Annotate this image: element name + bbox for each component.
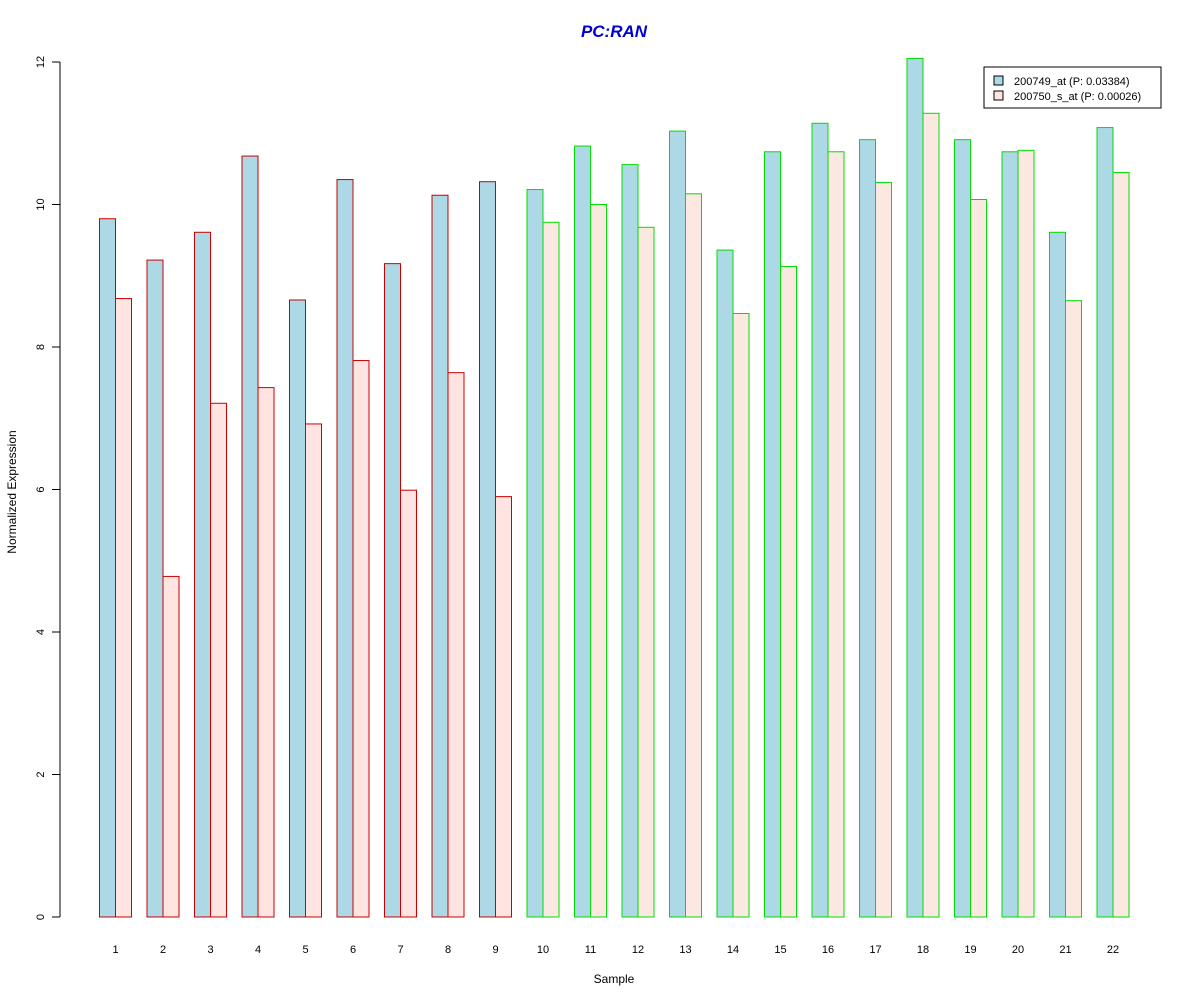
x-tick-label: 3 <box>207 944 213 956</box>
bar-200749-at <box>194 231 211 918</box>
bar-200749-at <box>574 145 591 918</box>
bar-200749-at <box>1049 231 1066 918</box>
bar-200750-s-at <box>542 221 560 918</box>
bar-200750-s-at <box>827 151 845 918</box>
bar-200749-at <box>336 179 354 918</box>
x-tick-label: 6 <box>350 944 356 956</box>
bar-200749-at <box>764 151 781 918</box>
bar-200750-s-at <box>305 423 322 918</box>
bar-200750-s-at <box>590 204 607 918</box>
legend-swatch-200749-at <box>993 75 1004 86</box>
bar-200750-s-at <box>352 360 370 918</box>
bars-group <box>99 57 1130 918</box>
x-tick-label: 7 <box>397 944 403 956</box>
x-tick-label: 12 <box>632 944 644 956</box>
bar-200750-s-at <box>257 387 275 918</box>
y-tick-label: 0 <box>35 914 47 920</box>
x-tick-label: 10 <box>537 944 549 956</box>
bar-200750-s-at <box>1065 300 1082 918</box>
y-tick-label: 12 <box>35 56 47 68</box>
bar-200750-s-at <box>115 298 132 918</box>
bar-200749-at <box>811 122 829 918</box>
bar-200749-at <box>146 259 164 918</box>
x-tick-label: 2 <box>160 944 166 956</box>
y-tick-label: 8 <box>35 344 47 350</box>
bar-200750-s-at <box>1017 149 1035 918</box>
x-axis-tick-labels: 1 2 3 4 5 6 7 8 9 10 11 12 13 14 15 16 17 18 19 20 21 22 <box>112 944 1119 956</box>
bar-200749-at <box>621 164 639 918</box>
bar-200749-at <box>479 181 496 918</box>
chart-title: PC:RAN <box>581 22 648 41</box>
bar-200750-s-at <box>495 496 512 918</box>
x-tick-label: 22 <box>1107 944 1119 956</box>
x-tick-label: 11 <box>585 944 596 956</box>
x-tick-label: 20 <box>1012 944 1024 956</box>
bar-200750-s-at <box>732 313 750 918</box>
x-tick-label: 1 <box>112 944 118 956</box>
bar-200750-s-at <box>780 265 797 918</box>
legend: 200749_at (P: 0.03384) 200750_s_at (P: 0.… <box>983 66 1162 109</box>
y-tick-label: 10 <box>35 198 47 210</box>
bar-200749-at <box>716 249 734 918</box>
bar-200749-at <box>289 299 306 918</box>
y-tick-label: 6 <box>35 486 47 492</box>
bar-200750-s-at <box>970 199 987 918</box>
y-axis: 0 2 4 6 8 10 12 <box>35 56 61 920</box>
bar-200749-at <box>954 139 971 918</box>
bar-200750-s-at <box>210 402 227 918</box>
x-axis-label: Sample <box>594 972 635 986</box>
bar-200749-at <box>99 218 116 918</box>
x-tick-label: 8 <box>445 944 451 956</box>
bar-200750-s-at <box>447 372 465 918</box>
x-tick-label: 15 <box>774 944 786 956</box>
bar-200749-at <box>241 155 259 918</box>
bar-200749-at <box>859 139 876 918</box>
bar-200750-s-at <box>400 489 417 918</box>
bar-200749-at <box>906 57 924 918</box>
bar-200750-s-at <box>922 112 940 918</box>
x-tick-label: 4 <box>255 944 261 956</box>
legend-label-200749-at: 200749_at (P: 0.03384) <box>1014 76 1130 88</box>
bar-200749-at <box>526 189 544 918</box>
bar-200750-s-at <box>1112 171 1130 918</box>
y-tick-label: 4 <box>35 629 47 635</box>
x-tick-label: 17 <box>869 944 881 956</box>
x-tick-label: 14 <box>727 944 739 956</box>
bar-200750-s-at <box>162 575 180 918</box>
bar-200749-at <box>1001 151 1019 918</box>
bar-200750-s-at <box>637 226 655 918</box>
y-tick-label: 2 <box>35 771 47 777</box>
x-tick-label: 21 <box>1059 944 1071 956</box>
bar-200749-at <box>1096 127 1114 918</box>
bar-200749-at <box>669 130 686 918</box>
bar-200750-s-at <box>685 193 702 918</box>
legend-label-200750-s-at: 200750_s_at (P: 0.00026) <box>1014 91 1141 103</box>
y-axis-label: Normalized Expression <box>5 430 19 553</box>
x-tick-label: 16 <box>822 944 834 956</box>
x-tick-label: 9 <box>492 944 498 956</box>
bar-200749-at <box>431 194 449 918</box>
legend-box <box>983 66 1162 109</box>
bar-200749-at <box>384 263 401 918</box>
legend-swatch-200750-s-at <box>993 90 1004 101</box>
bar-200750-s-at <box>875 181 892 918</box>
x-tick-label: 13 <box>679 944 691 956</box>
x-tick-label: 5 <box>302 944 308 956</box>
x-tick-label: 18 <box>917 944 929 956</box>
x-tick-label: 19 <box>964 944 976 956</box>
